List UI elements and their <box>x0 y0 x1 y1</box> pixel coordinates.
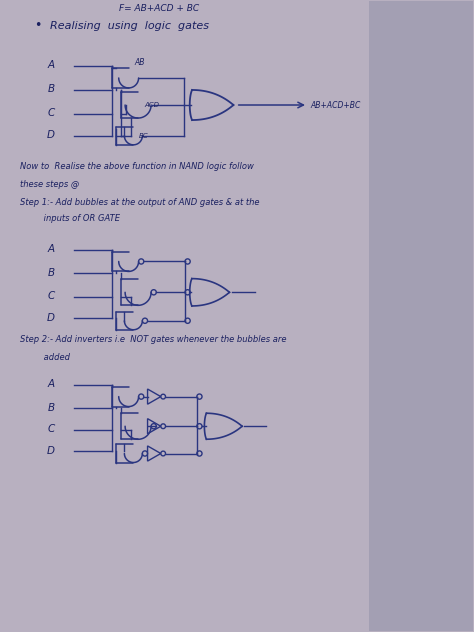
Text: C: C <box>48 291 55 301</box>
Text: F= AB+ACD + BC: F= AB+ACD + BC <box>119 4 199 13</box>
Text: C: C <box>48 424 55 434</box>
Text: D: D <box>47 313 55 323</box>
Text: Step 2:- Add inverters i.e  NOT gates whenever the bubbles are: Step 2:- Add inverters i.e NOT gates whe… <box>19 335 286 344</box>
Text: A: A <box>48 244 55 254</box>
Text: D: D <box>47 130 55 140</box>
Text: A: A <box>48 61 55 71</box>
Text: AB: AB <box>135 58 145 67</box>
Text: B: B <box>48 403 55 413</box>
Text: ACD: ACD <box>144 102 159 108</box>
Text: •: • <box>34 19 41 32</box>
Text: A: A <box>48 379 55 389</box>
Text: D: D <box>47 446 55 456</box>
Text: C: C <box>48 108 55 118</box>
Text: BC: BC <box>139 133 149 139</box>
Text: AB+ACD+BC: AB+ACD+BC <box>310 101 361 111</box>
Text: Realising  using  logic  gates: Realising using logic gates <box>50 21 210 31</box>
Bar <box>369 1 474 631</box>
Text: these steps @: these steps @ <box>19 180 79 189</box>
Text: Now to  Realise the above function in NAND logic follow: Now to Realise the above function in NAN… <box>19 162 254 171</box>
Text: B: B <box>48 268 55 277</box>
Text: Step 1:- Add bubbles at the output of AND gates & at the: Step 1:- Add bubbles at the output of AN… <box>19 198 259 207</box>
Text: added: added <box>19 353 70 362</box>
Text: B: B <box>48 84 55 94</box>
Text: inputs of OR GATE: inputs of OR GATE <box>19 214 119 223</box>
